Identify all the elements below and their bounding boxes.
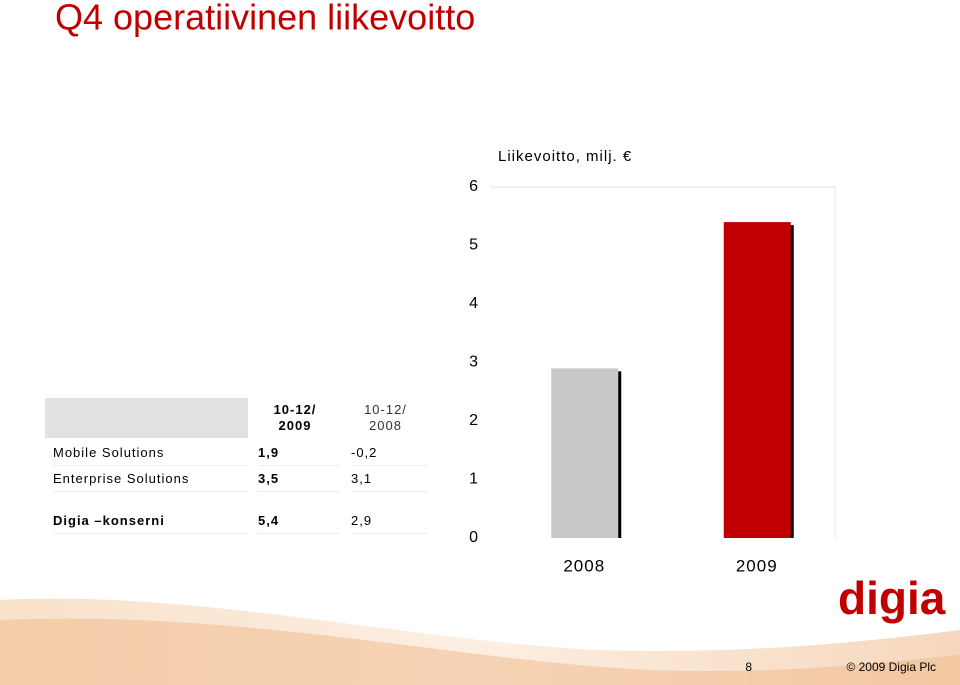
table-header: 10-12/ 2008 — [364, 402, 407, 433]
table-corner — [45, 398, 248, 438]
page-number: 8 — [745, 660, 752, 674]
y-tick-label: 0 — [469, 529, 478, 546]
bar — [551, 368, 619, 538]
bar — [723, 222, 791, 538]
table-header: 10-12/ 2009 — [273, 402, 317, 433]
table-cell: 3,5 — [258, 471, 340, 492]
table-cell: Enterprise Solutions — [53, 471, 248, 492]
table-cell: 2,9 — [351, 513, 428, 534]
y-tick-label: 2 — [469, 412, 478, 429]
y-tick-label: 5 — [469, 237, 478, 254]
axis-title: Liikevoitto, milj. € — [498, 148, 632, 165]
table-cell: Mobile Solutions — [53, 445, 248, 466]
x-tick-label: 2008 — [563, 556, 605, 575]
y-tick-label: 4 — [469, 295, 478, 312]
table-cell: -0,2 — [351, 445, 428, 466]
table-cell: 3,1 — [351, 471, 428, 492]
table-cell: Digia –konserni — [53, 513, 248, 534]
x-tick-label: 2009 — [736, 556, 778, 575]
copyright: © 2009 Digia Plc — [846, 660, 936, 674]
table-cell: 1,9 — [258, 445, 340, 466]
y-tick-label: 1 — [469, 471, 478, 488]
y-tick-label: 3 — [469, 354, 478, 371]
y-tick-label: 6 — [469, 178, 478, 195]
logo: digia — [838, 572, 946, 624]
slide-title: Q4 operatiivinen liikevoitto — [55, 0, 475, 38]
plot-frame — [490, 186, 836, 538]
decor-wave — [0, 618, 960, 685]
table-cell: 5,4 — [258, 513, 340, 534]
